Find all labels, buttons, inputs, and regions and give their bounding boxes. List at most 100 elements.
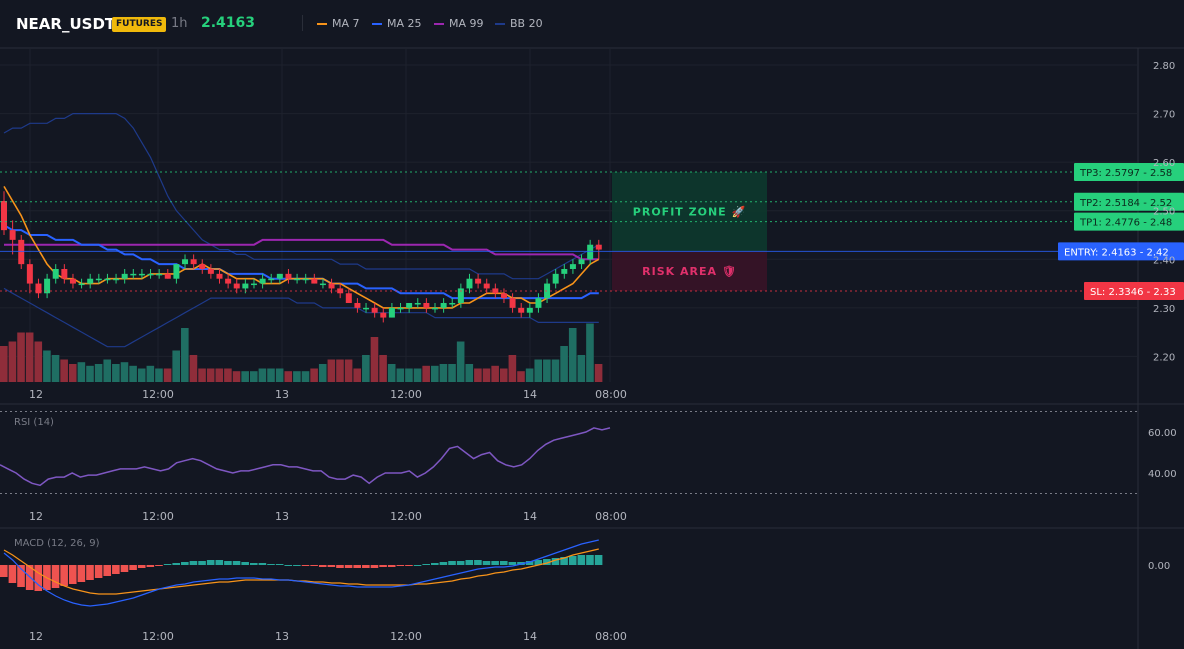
volume-bar	[77, 362, 86, 382]
candle	[104, 273, 111, 284]
candle-body	[544, 283, 551, 299]
macd-hist-bar	[284, 565, 293, 566]
volume-bar	[594, 364, 603, 382]
macd-hist-bar	[586, 555, 594, 565]
time-axis-label: 12	[29, 630, 43, 643]
volume-bar	[551, 359, 560, 382]
candle-body	[466, 278, 473, 289]
legend-ma99[interactable]: MA 99	[434, 17, 484, 30]
candle	[130, 268, 137, 279]
candle	[587, 239, 594, 265]
ma99-line	[4, 238, 599, 261]
candle	[371, 302, 378, 318]
macd-hist-bar	[86, 565, 94, 580]
candle-body	[199, 264, 206, 269]
volume-bar	[543, 359, 551, 382]
volume-bar	[34, 341, 43, 382]
macd-hist-bar	[577, 555, 586, 565]
volume-bar	[318, 364, 327, 382]
candle-body	[535, 298, 542, 308]
price-axis-label: 2.30	[1153, 304, 1175, 315]
time-axis-label: 12:00	[142, 630, 174, 643]
macd-hist-bar	[560, 557, 568, 565]
legend-ma99-swatch	[434, 22, 444, 25]
candle	[250, 278, 257, 289]
macd-hist-bar	[310, 565, 318, 566]
candle	[432, 302, 438, 313]
volume-bar	[198, 368, 206, 382]
volume-bar	[534, 359, 543, 382]
profit-zone-label: PROFIT ZONE 🚀	[633, 206, 746, 219]
candle	[44, 273, 51, 299]
candle	[26, 259, 33, 294]
volume-bar	[344, 359, 353, 382]
candle-body	[457, 288, 464, 303]
candle-body	[587, 244, 594, 260]
macd-hist-bar	[448, 561, 456, 565]
macd-hist-bar	[379, 565, 387, 567]
legend-ma7[interactable]: MA 7	[317, 17, 360, 30]
macd-hist-bar	[258, 563, 267, 565]
level-tag-bg	[1074, 192, 1184, 211]
macd-hist-bar	[146, 565, 155, 567]
time-axis-label: 13	[275, 510, 289, 523]
candle-body	[380, 312, 387, 318]
timeframe-selector[interactable]: 1h	[171, 16, 188, 31]
volume-bar	[525, 368, 534, 382]
candle-body	[156, 273, 163, 276]
legend-ma25[interactable]: MA 25	[372, 17, 422, 30]
legend-ma25-label: MA 25	[387, 17, 422, 30]
price-axis-label: 2.80	[1153, 61, 1175, 72]
level-tag-text: TP2: 2.5184 - 2.52	[1079, 198, 1172, 209]
candle-body	[164, 273, 171, 279]
level-tag-entry: ENTRY: 2.4163 - 2.42	[1058, 242, 1184, 261]
candle	[440, 298, 447, 313]
candle-body	[509, 298, 516, 308]
candle-body	[311, 278, 318, 284]
volume-bar	[456, 341, 465, 382]
macd-hist-bar	[77, 565, 86, 582]
price-axis-label: 2.20	[1153, 352, 1175, 363]
volume-bar	[17, 332, 25, 382]
candle-body	[449, 302, 456, 305]
candle	[345, 288, 352, 303]
volume-bar	[155, 368, 163, 382]
candle-body	[225, 278, 232, 284]
macd-hist-bar	[362, 565, 370, 568]
symbol-label[interactable]: NEAR_USDT	[16, 15, 116, 33]
macd-hist-bar	[112, 565, 120, 574]
macd-hist-bar	[405, 565, 413, 566]
volume-bar	[163, 368, 172, 382]
risk-zone-label: RISK AREA 🛡	[642, 265, 737, 278]
candle-body	[440, 302, 447, 308]
price-axis-label: 2.70	[1153, 110, 1175, 121]
macd-hist-bar	[181, 562, 189, 565]
volume-bar	[181, 328, 189, 382]
macd-hist-bar	[456, 561, 465, 565]
macd-hist-bar	[465, 560, 474, 565]
macd-hist-bar	[249, 563, 258, 565]
volume-bar	[422, 365, 430, 382]
volume-bar	[103, 359, 112, 382]
macd-hist-bar	[327, 565, 336, 567]
volume-bar	[568, 328, 577, 382]
macd-hist-bar	[0, 565, 8, 577]
candle-body	[388, 307, 395, 318]
candle	[276, 273, 283, 284]
candle-body	[371, 307, 378, 313]
volume-bar	[327, 359, 336, 382]
level-tag-bg	[1058, 242, 1184, 261]
legend-ma25-swatch	[372, 22, 382, 25]
legend-bb20[interactable]: BB 20	[495, 17, 543, 30]
rsi-title: RSI (14)	[14, 417, 54, 428]
time-axis-label: 13	[275, 630, 289, 643]
ma25-line	[3, 224, 599, 300]
volume-bar	[284, 371, 293, 382]
candle	[35, 278, 42, 299]
level-tag-sl: SL: 2.3346 - 2.33	[1084, 282, 1184, 301]
candle	[552, 268, 559, 289]
macd-hist-bar	[198, 561, 206, 565]
candle	[285, 268, 292, 284]
macd-hist-bar	[8, 565, 17, 583]
